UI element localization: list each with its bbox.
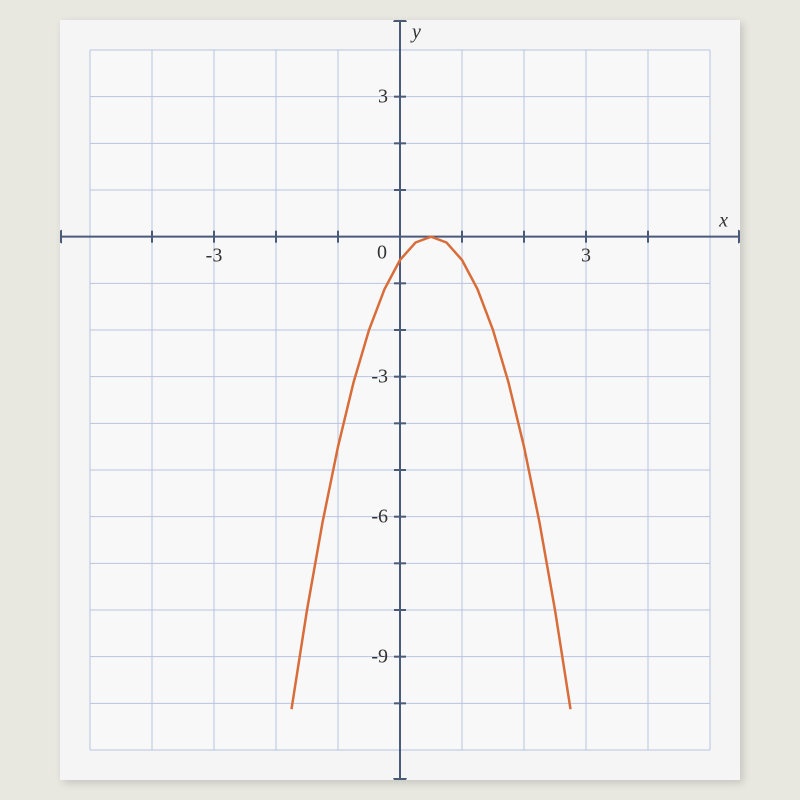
svg-text:-6: -6 bbox=[371, 506, 388, 528]
chart-svg: -3 0 3 3 -3 -6 -9 y x bbox=[60, 20, 740, 780]
svg-text:-3: -3 bbox=[371, 366, 388, 388]
y-axis-label: y bbox=[410, 21, 421, 43]
svg-text:-3: -3 bbox=[206, 245, 223, 267]
svg-text:-9: -9 bbox=[371, 646, 388, 668]
svg-text:3: 3 bbox=[378, 86, 388, 108]
svg-text:0: 0 bbox=[377, 242, 387, 264]
chart-container: -3 0 3 3 -3 -6 -9 y x bbox=[60, 20, 740, 780]
x-axis-label: x bbox=[718, 210, 728, 232]
svg-text:3: 3 bbox=[581, 245, 591, 267]
